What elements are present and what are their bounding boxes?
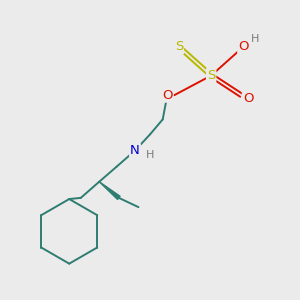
Text: S: S [175,40,183,53]
Text: O: O [243,92,253,105]
Text: H: H [251,34,259,44]
Text: H: H [146,150,154,160]
Text: O: O [238,40,249,53]
Text: N: N [130,144,140,157]
Text: S: S [207,69,215,82]
Text: O: O [162,89,172,102]
Polygon shape [99,182,120,200]
